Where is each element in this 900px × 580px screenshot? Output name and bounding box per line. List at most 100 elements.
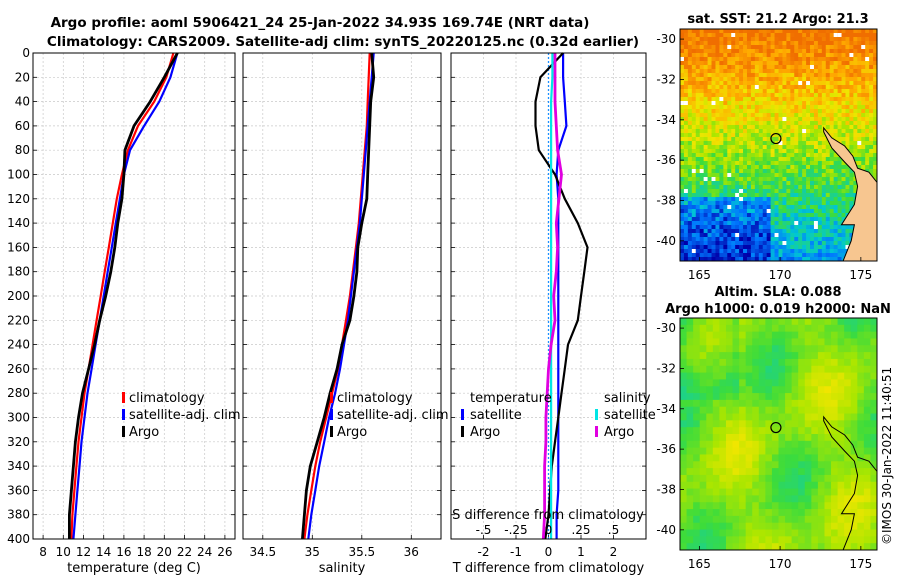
map-cell [778, 468, 786, 476]
map-cell [802, 49, 807, 54]
map-cell [752, 502, 760, 510]
map-cell [770, 157, 776, 162]
map-cell [703, 93, 709, 98]
map-cell [798, 229, 803, 234]
map-cell [766, 145, 772, 150]
series-line-satellite-adj-clim [72, 52, 179, 540]
map-cell [829, 177, 835, 182]
map-cell [743, 93, 748, 98]
map-cell [725, 543, 734, 550]
map-cell [719, 474, 727, 483]
map-cell [766, 137, 772, 142]
map-cell [754, 33, 760, 38]
map-cell [754, 245, 760, 250]
map-cell [750, 149, 756, 154]
map-cell [750, 89, 756, 94]
map-cell [824, 406, 832, 415]
map-cell [821, 161, 827, 166]
map-cell [845, 233, 851, 238]
map-cell [790, 237, 795, 242]
map-cell [786, 33, 791, 38]
map-cell [857, 93, 862, 98]
map-cell [831, 358, 839, 367]
map-cell [766, 149, 772, 154]
map-cell [790, 113, 795, 118]
map-cell [844, 529, 852, 537]
map-cell [766, 93, 772, 98]
map-cell [849, 85, 854, 90]
map-cell [790, 229, 795, 234]
map-cell [813, 253, 819, 258]
map-cell [680, 185, 685, 190]
map-cell [810, 137, 815, 142]
map-cell [849, 145, 854, 150]
map-cell [806, 29, 811, 34]
map-cell [778, 393, 786, 401]
map-cell [739, 73, 744, 78]
map-cell [691, 217, 697, 222]
map-cell [821, 93, 827, 98]
map-cell [695, 197, 701, 202]
map-cell [837, 447, 845, 456]
map-cell [857, 318, 865, 326]
map-cell [821, 213, 827, 218]
map-cell [699, 522, 707, 531]
map-cell [782, 65, 787, 70]
map-cell [758, 165, 764, 170]
map-cell [750, 233, 756, 238]
map-cell [766, 85, 772, 90]
map-cell [683, 177, 689, 182]
map-cell [731, 85, 736, 90]
map-cell [817, 85, 823, 90]
map-cell [829, 245, 835, 250]
map-cell [785, 331, 793, 340]
map-cell [695, 57, 701, 62]
map-cell [806, 109, 811, 114]
map-cell [825, 205, 831, 210]
map-cell [829, 121, 835, 126]
map-cell [869, 29, 874, 34]
map-cell [743, 49, 748, 54]
map-cell [837, 358, 845, 367]
map-cell [802, 221, 807, 226]
map-cell [746, 217, 752, 222]
map-cell [824, 345, 832, 353]
map-cell [719, 221, 724, 226]
map-cell [723, 253, 728, 258]
map-cell [831, 461, 839, 469]
map-cell [758, 434, 766, 442]
map-cell [798, 413, 806, 421]
map-cell [794, 165, 799, 170]
map-cell [752, 434, 760, 442]
map-cell [845, 229, 851, 234]
map-cell [853, 33, 858, 38]
map-cell [735, 125, 740, 130]
map-cell [861, 117, 866, 122]
map-cell [765, 324, 773, 333]
map-cell [719, 133, 724, 138]
map-cell [841, 161, 847, 166]
map-cell [837, 221, 843, 226]
map-cell [739, 177, 744, 182]
map-cell [683, 221, 689, 226]
map-cell [821, 57, 827, 62]
map-cell [699, 189, 705, 194]
map-cell [691, 97, 697, 102]
map-cell [715, 85, 720, 90]
map-cell [739, 495, 747, 503]
map-cell [833, 69, 839, 74]
map-cell [750, 45, 756, 50]
map-cell [758, 420, 766, 428]
map-cell [723, 221, 728, 226]
map-cell [743, 133, 748, 138]
map-cell [794, 53, 799, 58]
map-cell [754, 145, 760, 150]
map-cell [813, 53, 819, 58]
map-cell [731, 217, 736, 222]
map-cell [766, 97, 772, 102]
map-cell [735, 29, 740, 34]
map-cell [863, 386, 872, 394]
map-cell [719, 125, 724, 130]
map-cell [691, 141, 697, 146]
map-cell [873, 85, 877, 90]
